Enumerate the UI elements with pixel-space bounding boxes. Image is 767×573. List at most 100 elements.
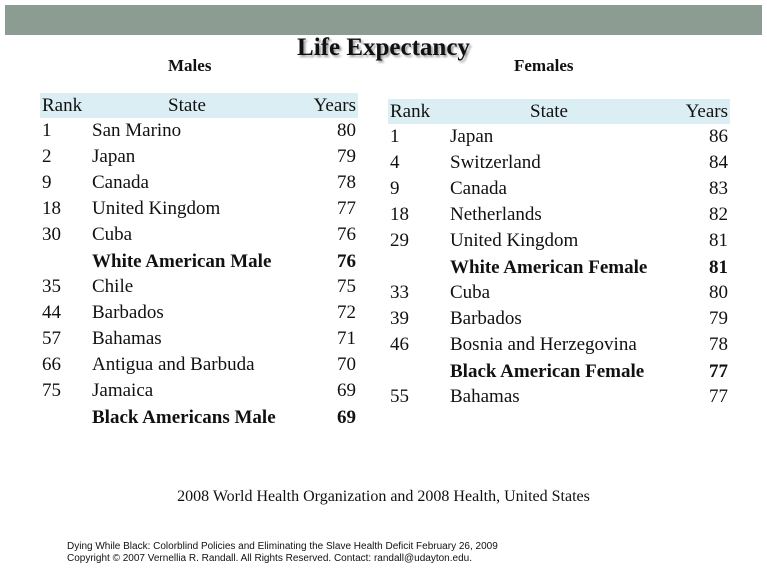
top-bar <box>5 5 762 35</box>
cell-state: Black Americans Male <box>92 406 276 428</box>
table-row: 44 Barbados 72 <box>40 300 358 326</box>
cell-years: 80 <box>709 282 728 303</box>
cell-state: Jamaica <box>92 380 154 401</box>
cell-rank: 66 <box>42 354 61 375</box>
cell-rank: 18 <box>390 204 409 225</box>
females-heading: Females <box>514 56 574 75</box>
cell-rank <box>40 404 90 430</box>
cell-years: 78 <box>337 172 356 193</box>
cell-rank <box>388 254 448 280</box>
cell-state: Japan <box>450 126 494 147</box>
cell-years: 77 <box>337 198 356 219</box>
source-note: 2008 World Health Organization and 2008 … <box>177 488 590 505</box>
males-header-row: Rank State Years <box>40 93 358 118</box>
table-row: 1 San Marino 80 <box>40 118 358 144</box>
column-header-rank: Rank <box>40 93 90 118</box>
cell-years: 78 <box>709 334 728 355</box>
table-row: 9 Canada 78 <box>40 170 358 196</box>
cell-rank: 57 <box>42 328 61 349</box>
cell-rank: 4 <box>390 152 400 173</box>
cell-rank: 33 <box>390 282 409 303</box>
cell-state: White American Female <box>450 256 648 278</box>
cell-rank: 44 <box>42 302 61 323</box>
table-row: 55 Bahamas 77 <box>388 384 730 410</box>
table-row: White American Male 76 <box>40 248 358 274</box>
table-row: 57 Bahamas 71 <box>40 326 358 352</box>
cell-rank: 39 <box>390 308 409 329</box>
column-header-years: Years <box>284 93 358 118</box>
cell-state: United Kingdom <box>92 198 221 219</box>
table-row: 18 United Kingdom 77 <box>40 196 358 222</box>
cell-state: Chile <box>92 276 134 297</box>
footer: Dying While Black: Colorblind Policies a… <box>67 541 498 565</box>
males-heading: Males <box>168 56 212 75</box>
footer-line-2: Copyright © 2007 Vernellia R. Randall. A… <box>67 553 472 564</box>
females-header-row: Rank State Years <box>388 99 730 124</box>
cell-state: Barbados <box>450 308 522 329</box>
table-row: 46 Bosnia and Herzegovina 78 <box>388 332 730 358</box>
cell-state: Canada <box>450 178 507 199</box>
table-row: 18 Netherlands 82 <box>388 202 730 228</box>
cell-rank: 35 <box>42 276 61 297</box>
cell-years: 76 <box>337 224 356 245</box>
table-row: 33 Cuba 80 <box>388 280 730 306</box>
column-header-rank: Rank <box>388 99 448 124</box>
cell-years: 81 <box>709 230 728 251</box>
cell-state: Japan <box>92 146 136 167</box>
cell-rank: 30 <box>42 224 61 245</box>
table-row: 66 Antigua and Barbuda 70 <box>40 352 358 378</box>
cell-years: 72 <box>337 302 356 323</box>
cell-state: Netherlands <box>450 204 542 225</box>
column-header-state: State <box>90 93 284 118</box>
footer-line-1: Dying While Black: Colorblind Policies a… <box>67 541 498 552</box>
males-table: Rank State Years 1 San Marino 80 2 Japan 79 9 C… <box>40 93 358 430</box>
cell-years: 81 <box>709 256 728 278</box>
cell-rank: 75 <box>42 380 61 401</box>
table-row: White American Female 81 <box>388 254 730 280</box>
table-row: 2 Japan 79 <box>40 144 358 170</box>
cell-years: 70 <box>337 354 356 375</box>
cell-state: Bosnia and Herzegovina <box>450 334 637 355</box>
cell-state: Cuba <box>450 282 491 303</box>
cell-years: 79 <box>709 308 728 329</box>
cell-state: Bahamas <box>450 386 520 407</box>
table-row: Black Americans Male 69 <box>40 404 358 430</box>
cell-state: White American Male <box>92 250 272 272</box>
cell-years: 77 <box>709 386 728 407</box>
table-row: 35 Chile 75 <box>40 274 358 300</box>
females-table: Rank State Years 1 Japan 86 4 Switzerland 84 9… <box>388 99 730 410</box>
cell-rank: 55 <box>390 386 409 407</box>
cell-state: Switzerland <box>450 152 541 173</box>
table-row: 9 Canada 83 <box>388 176 730 202</box>
cell-years: 71 <box>337 328 356 349</box>
table-row: 29 United Kingdom 81 <box>388 228 730 254</box>
cell-years: 77 <box>709 360 728 382</box>
column-header-years: Years <box>650 99 730 124</box>
cell-years: 82 <box>709 204 728 225</box>
cell-rank <box>388 358 448 384</box>
cell-rank: 1 <box>42 120 52 141</box>
table-row: Black American Female 77 <box>388 358 730 384</box>
cell-years: 86 <box>709 126 728 147</box>
cell-rank <box>40 248 90 274</box>
cell-state: San Marino <box>92 120 182 141</box>
cell-state: Canada <box>92 172 149 193</box>
cell-rank: 9 <box>42 172 52 193</box>
cell-years: 76 <box>337 250 356 272</box>
table-row: 4 Switzerland 84 <box>388 150 730 176</box>
page-title: Life Expectancy <box>297 34 470 61</box>
cell-rank: 9 <box>390 178 400 199</box>
cell-state: Antigua and Barbuda <box>92 354 255 375</box>
cell-rank: 2 <box>42 146 52 167</box>
cell-years: 83 <box>709 178 728 199</box>
cell-state: Cuba <box>92 224 133 245</box>
cell-rank: 18 <box>42 198 61 219</box>
column-header-state: State <box>448 99 650 124</box>
cell-years: 84 <box>709 152 728 173</box>
cell-years: 69 <box>337 380 356 401</box>
cell-years: 80 <box>337 120 356 141</box>
table-row: 1 Japan 86 <box>388 124 730 150</box>
cell-years: 69 <box>337 406 356 428</box>
table-row: 75 Jamaica 69 <box>40 378 358 404</box>
cell-state: Barbados <box>92 302 164 323</box>
